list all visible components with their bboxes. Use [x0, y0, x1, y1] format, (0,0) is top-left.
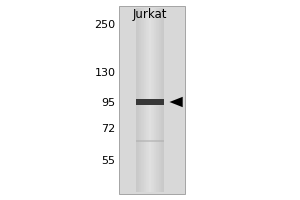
Bar	[140, 8, 141, 192]
Bar	[158, 8, 159, 192]
Text: 95: 95	[101, 98, 116, 108]
Bar	[141, 8, 142, 192]
Bar	[147, 8, 148, 192]
Bar	[150, 8, 151, 192]
Bar	[159, 8, 160, 192]
Bar	[156, 8, 157, 192]
Bar	[142, 8, 143, 192]
Bar	[139, 8, 140, 192]
Bar	[161, 8, 162, 192]
Bar	[145, 8, 146, 192]
Bar	[163, 8, 164, 192]
Text: Jurkat: Jurkat	[133, 8, 167, 21]
Bar	[148, 8, 149, 192]
Text: 130: 130	[94, 68, 116, 78]
Bar	[162, 8, 163, 192]
Bar	[154, 8, 155, 192]
Bar	[138, 8, 139, 192]
Bar	[146, 8, 147, 192]
Bar	[151, 8, 152, 192]
Bar	[118, 6, 184, 194]
Bar	[149, 8, 150, 192]
Bar	[136, 99, 164, 105]
Bar	[143, 8, 144, 192]
Bar	[158, 8, 159, 192]
Bar	[160, 8, 161, 192]
Bar	[155, 8, 156, 192]
Bar	[152, 8, 153, 192]
Bar	[137, 8, 138, 192]
Polygon shape	[169, 97, 183, 107]
Text: 250: 250	[94, 20, 116, 30]
Bar	[153, 8, 154, 192]
Bar	[136, 140, 164, 142]
Bar	[136, 8, 137, 192]
Text: 72: 72	[101, 124, 116, 134]
Text: 55: 55	[101, 156, 116, 166]
Bar	[144, 8, 145, 192]
Bar	[157, 8, 158, 192]
